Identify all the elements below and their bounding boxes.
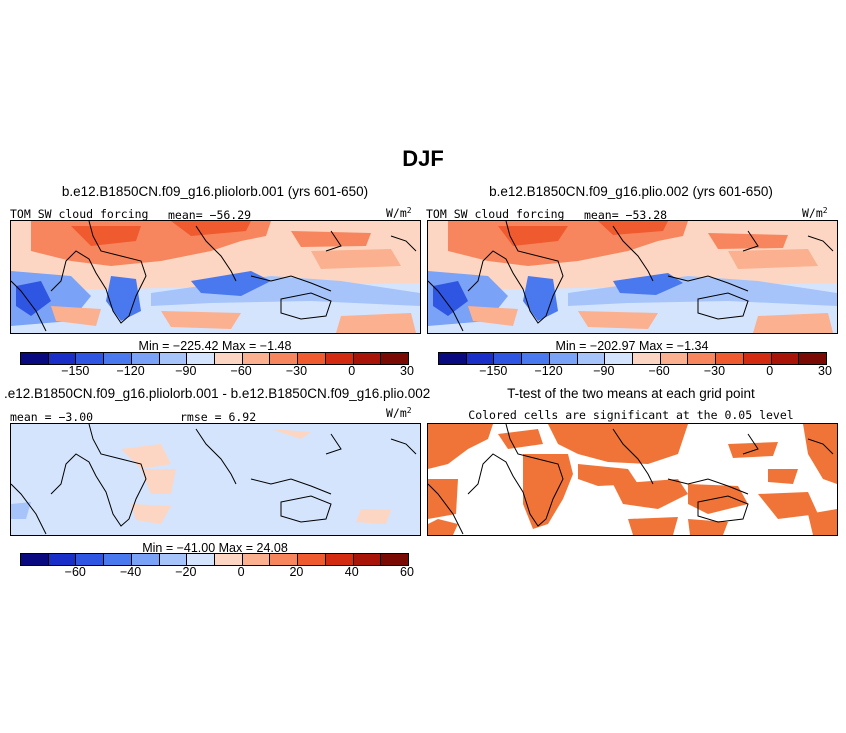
panel4-significance-field: [428, 424, 837, 535]
colorbar-swatch: [325, 554, 354, 565]
colorbar-swatch: [660, 353, 689, 364]
colorbar-tick-label: −120: [534, 364, 563, 378]
panel2-units: W/m2: [802, 206, 828, 220]
panel1-mean-label: mean= −56.29: [168, 208, 252, 222]
colorbar-swatch: [466, 353, 495, 364]
colorbar-tick-label: 0: [348, 364, 356, 378]
colorbar-swatch: [131, 554, 160, 565]
colorbar-swatch: [716, 353, 744, 364]
colorbar-swatch: [298, 353, 326, 364]
panel1-variable-label: TOM SW cloud forcing: [10, 207, 149, 221]
colorbar-tick-label: −60: [230, 364, 252, 378]
colorbar-swatch: [549, 353, 578, 364]
colorbar-tick-label: −120: [116, 364, 145, 378]
colorbar-swatch: [688, 353, 717, 364]
panel4-subtitle: Colored cells are significant at the 0.0…: [468, 408, 794, 422]
colorbar-swatch: [298, 554, 326, 565]
colorbar-swatch: [187, 554, 216, 565]
colorbar-tick-label: 60: [400, 565, 414, 579]
colorbar-tick-label: 40: [344, 565, 359, 579]
colorbar-swatch: [799, 353, 827, 364]
panel2-mean-label: mean= −53.28: [584, 208, 668, 222]
colorbar-tick-label: −30: [703, 364, 726, 378]
panel2-title: b.e12.B1850CN.f09_g16.plio.002 (yrs 601-…: [489, 184, 773, 199]
colorbar-swatch: [76, 554, 105, 565]
panel2-minmax: Min = −202.97 Max = −1.34: [555, 339, 709, 353]
panel3-units: W/m2: [386, 406, 412, 420]
panel3-mean-label: mean = −3.00: [10, 410, 94, 424]
colorbar-swatch: [215, 554, 243, 565]
panel3-rmse-label: rmse = 6.92: [180, 410, 257, 424]
colorbar-tick-label: −150: [479, 364, 508, 378]
panel2-colorbar: [438, 352, 827, 365]
panel4-title: T-test of the two means at each grid poi…: [507, 386, 755, 401]
panel2-variable-label: TOM SW cloud forcing: [426, 207, 565, 221]
colorbar-tick-label: 0: [766, 364, 774, 378]
colorbar-swatch: [771, 353, 800, 364]
colorbar-swatch: [325, 353, 354, 364]
colorbar-swatch: [381, 554, 409, 565]
colorbar-swatch: [104, 554, 132, 565]
panel1-map-field: [11, 221, 420, 333]
panel3-colorbar: [20, 553, 409, 566]
colorbar-tick-label: −30: [285, 364, 308, 378]
colorbar-tick-label: 20: [289, 565, 304, 579]
colorbar-swatch: [131, 353, 160, 364]
colorbar-tick-label: −60: [64, 565, 86, 579]
colorbar-swatch: [743, 353, 772, 364]
panel1-map: [10, 220, 421, 334]
colorbar-tick-label: −90: [593, 364, 615, 378]
colorbar-swatch: [159, 554, 188, 565]
panel1-units: W/m2: [386, 206, 412, 220]
colorbar-swatch: [76, 353, 105, 364]
colorbar-tick-label: −90: [175, 364, 197, 378]
colorbar-swatch: [242, 353, 271, 364]
colorbar-swatch: [381, 353, 409, 364]
panel1-colorbar: [20, 352, 409, 365]
colorbar-tick-label: 0: [237, 565, 245, 579]
colorbar-swatch: [21, 353, 49, 364]
page-title: DJF: [402, 146, 444, 171]
colorbar-swatch: [633, 353, 661, 364]
colorbar-swatch: [48, 353, 77, 364]
colorbar-tick-label: 30: [818, 364, 832, 378]
colorbar-swatch: [522, 353, 550, 364]
panel1-minmax: Min = −225.42 Max = −1.48: [138, 339, 292, 353]
panel1-title: b.e12.B1850CN.f09_g16.pliolorb.001 (yrs …: [61, 184, 369, 199]
colorbar-swatch: [187, 353, 216, 364]
panel2-map-field: [428, 221, 837, 333]
colorbar-swatch: [48, 554, 77, 565]
colorbar-swatch: [353, 353, 382, 364]
panel3-map-field: [11, 424, 420, 535]
colorbar-swatch: [270, 554, 299, 565]
colorbar-tick-label: 30: [400, 364, 414, 378]
colorbar-swatch: [577, 353, 606, 364]
colorbar-tick-label: −60: [648, 364, 670, 378]
colorbar-tick-label: −20: [175, 565, 197, 579]
colorbar-swatch: [159, 353, 188, 364]
colorbar-swatch: [439, 353, 467, 364]
panel3-map: [10, 423, 421, 536]
panel4-map: [427, 423, 838, 536]
colorbar-swatch: [494, 353, 523, 364]
colorbar-swatch: [270, 353, 299, 364]
colorbar-swatch: [605, 353, 634, 364]
colorbar-swatch: [215, 353, 243, 364]
colorbar-swatch: [242, 554, 271, 565]
colorbar-swatch: [353, 554, 382, 565]
colorbar-tick-label: −40: [119, 565, 142, 579]
panel3-minmax: Min = −41.00 Max = 24.08: [142, 541, 288, 555]
panel3-title: .e12.B1850CN.f09_g16.pliolorb.001 - b.e1…: [4, 386, 431, 401]
colorbar-swatch: [104, 353, 132, 364]
colorbar-tick-label: −150: [61, 364, 90, 378]
colorbar-swatch: [21, 554, 49, 565]
panel2-map: [427, 220, 838, 334]
